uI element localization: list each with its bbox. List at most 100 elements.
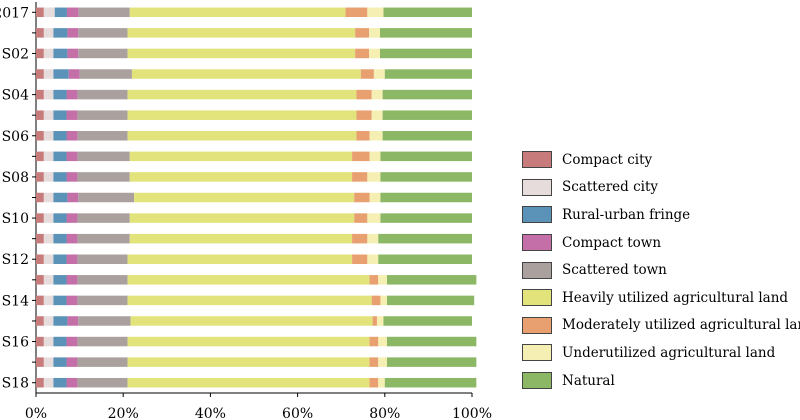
category-label: S06 bbox=[2, 129, 29, 145]
bar-segment bbox=[53, 336, 67, 347]
bar-segment bbox=[36, 233, 44, 244]
bar-segment bbox=[371, 295, 381, 306]
bar-segment bbox=[66, 275, 78, 285]
bar-segment bbox=[43, 110, 54, 120]
bar-segment bbox=[356, 131, 370, 141]
bar-segment bbox=[376, 316, 384, 326]
bar-segment bbox=[380, 28, 472, 38]
bar-segment bbox=[66, 172, 78, 182]
bar-segment bbox=[66, 233, 78, 244]
bar-segment bbox=[79, 69, 132, 79]
bar-segment bbox=[66, 336, 78, 347]
bar-segment bbox=[53, 316, 68, 326]
bar-segment bbox=[43, 377, 54, 388]
bar-segment bbox=[43, 316, 54, 326]
legend-label: Heavily utilized agricultural land bbox=[562, 289, 789, 306]
bar-segment bbox=[378, 336, 387, 347]
category-labels: 2017 S02 S04 S06 S08 S10 S12 S14 S16 S18 bbox=[0, 5, 29, 391]
bar-segment bbox=[77, 357, 128, 367]
category-label: S08 bbox=[2, 170, 29, 186]
bar-segment bbox=[352, 172, 368, 182]
bar-segment bbox=[367, 213, 381, 223]
bar-segment bbox=[77, 89, 128, 100]
bar-segment bbox=[367, 254, 379, 264]
bar-segment bbox=[352, 233, 368, 244]
bar-segment bbox=[53, 151, 67, 162]
bar-segment bbox=[354, 213, 368, 223]
bar-segment bbox=[127, 28, 356, 38]
bar-segment bbox=[369, 192, 381, 203]
bar-segment bbox=[36, 295, 44, 306]
legend-label: Natural bbox=[562, 372, 615, 389]
bar-segment bbox=[53, 172, 67, 182]
bar-segment bbox=[384, 69, 472, 79]
legend-item: Rural-urban fringe bbox=[522, 201, 797, 229]
legend-item: Moderately utilized agricultural land bbox=[522, 312, 800, 340]
category-label: S04 bbox=[2, 88, 29, 104]
bar-segment bbox=[369, 357, 379, 367]
bar-segment bbox=[66, 131, 78, 141]
x-tick-label: 40% bbox=[195, 406, 226, 420]
legend-item: Heavily utilized agricultural land bbox=[522, 284, 797, 312]
legend-item: Underutilized agricultural land bbox=[522, 339, 797, 367]
bar-segment bbox=[67, 316, 79, 326]
bar-segment bbox=[386, 275, 477, 285]
category-label: S02 bbox=[2, 46, 29, 62]
x-tick-label: 20% bbox=[108, 406, 139, 420]
category-label: S14 bbox=[2, 293, 29, 309]
bar-segment bbox=[43, 172, 54, 182]
bar-segment bbox=[380, 172, 472, 182]
legend-item: Scattered town bbox=[522, 256, 797, 284]
bar-segment bbox=[127, 254, 353, 264]
legend-item: Natural bbox=[522, 367, 797, 395]
bar-segment bbox=[36, 377, 44, 388]
bar-segment bbox=[43, 131, 54, 141]
bar-segment bbox=[369, 28, 381, 38]
bar-segment bbox=[53, 213, 67, 223]
bar-segment bbox=[382, 110, 472, 120]
bar-segment bbox=[77, 336, 128, 347]
bar-segment bbox=[129, 151, 353, 162]
bar-segment bbox=[129, 172, 353, 182]
bar-segment bbox=[43, 357, 54, 367]
bar-segment bbox=[77, 131, 128, 141]
bar-segment bbox=[345, 7, 368, 18]
bar-segment bbox=[36, 151, 44, 162]
bar-segment bbox=[67, 48, 79, 59]
bars bbox=[36, 7, 477, 388]
x-tick-label: 80% bbox=[369, 406, 400, 420]
bar-segment bbox=[369, 151, 381, 162]
bar-segment bbox=[36, 131, 44, 141]
bar-segment bbox=[382, 89, 472, 100]
bar-segment bbox=[369, 131, 383, 141]
bar-segment bbox=[66, 254, 78, 264]
bar-segment bbox=[66, 377, 78, 388]
bar-segment bbox=[66, 295, 78, 306]
bar-segment bbox=[77, 172, 130, 182]
category-label: S10 bbox=[2, 211, 29, 227]
bar-segment bbox=[354, 192, 370, 203]
bar-segment bbox=[36, 213, 44, 223]
bar-segment bbox=[78, 28, 128, 38]
bar-segment bbox=[369, 336, 379, 347]
x-tick-label: 60% bbox=[282, 406, 313, 420]
bar-segment bbox=[43, 28, 54, 38]
x-tick-labels: 0% 20% 40% 60% 80% 100% bbox=[25, 406, 492, 420]
bar-segment bbox=[36, 7, 44, 18]
bar-segment bbox=[53, 275, 67, 285]
legend-item: Compact town bbox=[522, 229, 797, 257]
bar-segment bbox=[36, 110, 44, 120]
bar-segment bbox=[382, 131, 472, 141]
bar-segment bbox=[66, 151, 78, 162]
bar-segment bbox=[131, 69, 361, 79]
bar-segment bbox=[53, 192, 68, 203]
category-label: 2017 bbox=[0, 5, 29, 21]
bar-segment bbox=[386, 295, 475, 306]
bar-segment bbox=[378, 233, 472, 244]
bar-segment bbox=[352, 151, 370, 162]
bar-segment bbox=[352, 254, 368, 264]
bar-segment bbox=[53, 357, 67, 367]
bar-segment bbox=[43, 336, 54, 347]
bar-segment bbox=[373, 69, 385, 79]
bar-segment bbox=[127, 377, 370, 388]
